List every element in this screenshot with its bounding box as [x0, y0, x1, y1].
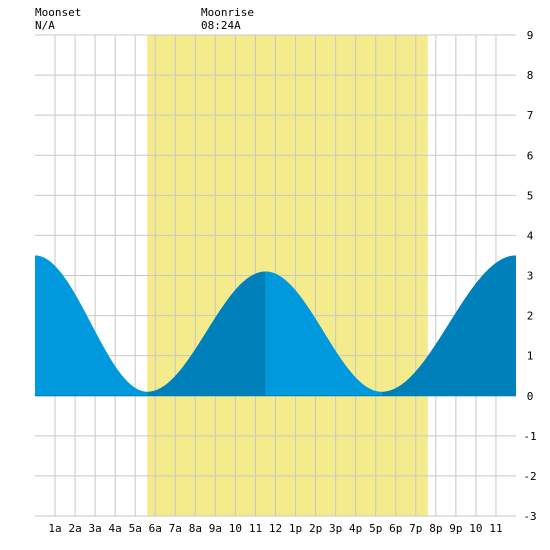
falling-tide-area	[265, 271, 382, 396]
x-tick-label: 6p	[389, 522, 402, 535]
x-tick-label: 8p	[429, 522, 442, 535]
x-tick-label: 10	[229, 522, 242, 535]
x-tick-label: 7p	[409, 522, 422, 535]
x-tick-label: 9a	[209, 522, 222, 535]
x-tick-label: 11	[249, 522, 262, 535]
y-tick-label: 3	[527, 270, 534, 283]
y-tick-label: -1	[523, 430, 536, 443]
y-tick-label: 9	[527, 29, 534, 42]
y-tick-label: 2	[527, 310, 534, 323]
y-tick-label: 5	[527, 189, 534, 202]
y-tick-label: 4	[527, 229, 534, 242]
moonrise-label: Moonrise	[201, 6, 254, 19]
y-tick-label: 6	[527, 149, 534, 162]
moonrise-value: 08:24A	[201, 19, 241, 32]
y-tick-label: 1	[527, 350, 534, 363]
x-tick-label: 11	[489, 522, 502, 535]
rising-tide-area	[147, 271, 266, 396]
y-tick-label: -2	[523, 470, 536, 483]
y-tick-label: 0	[527, 390, 534, 403]
x-tick-label: 1p	[289, 522, 302, 535]
x-tick-label: 5a	[129, 522, 142, 535]
moonset-label: Moonset	[35, 6, 81, 19]
y-tick-label: 7	[527, 109, 534, 122]
tide-area	[35, 255, 516, 396]
y-tick-label: 8	[527, 69, 534, 82]
rising-tide-area	[381, 255, 516, 396]
x-tick-label: 2p	[309, 522, 322, 535]
x-tick-label: 12	[269, 522, 282, 535]
x-tick-label: 6a	[149, 522, 162, 535]
x-tick-label: 4p	[349, 522, 362, 535]
x-axis-ticks: 1a 2a 3a 4a 5a 6a 7a 8a 9a 10 11 12 1p 2p 3p 4p 5p 6p 7p 8p…	[48, 522, 502, 535]
x-tick-label: 4a	[109, 522, 122, 535]
x-tick-label: 3p	[329, 522, 342, 535]
x-tick-label: 5p	[369, 522, 382, 535]
x-tick-label: 1a	[48, 522, 61, 535]
x-tick-label: 7a	[169, 522, 182, 535]
y-axis-ticks: 9 8 7 6 5 4 3 2 1 0 -1 -2 -3	[523, 29, 536, 523]
x-tick-label: 9p	[449, 522, 462, 535]
x-tick-label: 3a	[89, 522, 102, 535]
x-tick-label: 10	[469, 522, 482, 535]
x-tick-label: 8a	[189, 522, 202, 535]
y-tick-label: -3	[523, 510, 536, 523]
falling-tide-area	[35, 255, 148, 396]
x-tick-label: 2a	[68, 522, 81, 535]
moonset-value: N/A	[35, 19, 55, 32]
